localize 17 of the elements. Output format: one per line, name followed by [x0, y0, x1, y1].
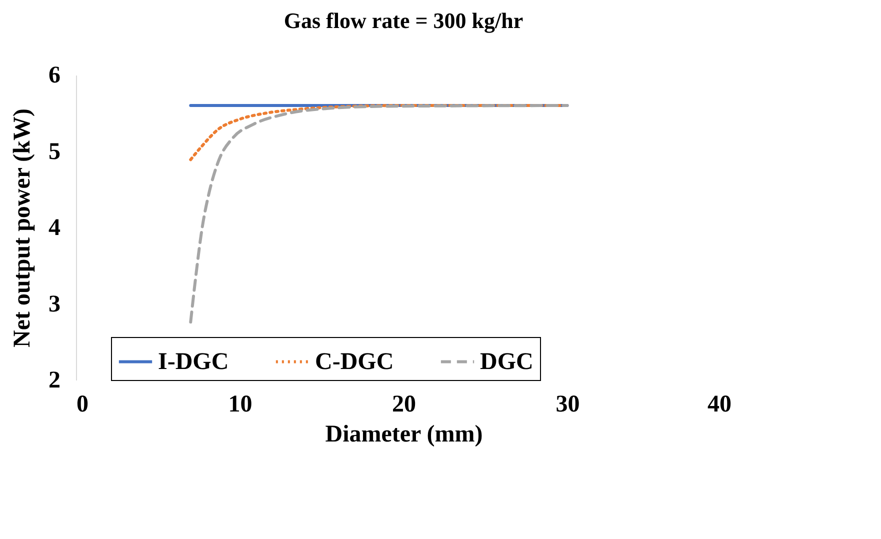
x-tick-label: 40 — [708, 392, 732, 418]
x-tick-label: 30 — [556, 392, 580, 418]
chart-title: Gas flow rate = 300 kg/hr — [284, 8, 524, 33]
legend-label: DGC — [480, 348, 534, 375]
legend-label: I-DGC — [158, 348, 229, 375]
y-tick-label: 3 — [48, 291, 60, 318]
legend-label: C-DGC — [315, 348, 394, 375]
y-tick-label: 6 — [48, 62, 60, 88]
x-tick-label: 10 — [228, 392, 252, 418]
line-series — [189, 104, 569, 324]
y-tick-label: 5 — [48, 138, 60, 165]
y-tick-label: 4 — [48, 215, 60, 241]
x-tick-label: 20 — [392, 392, 416, 418]
x-tick-label: 0 — [76, 392, 88, 418]
x-axis-title: Diameter (mm) — [325, 422, 483, 448]
y-axis-title: Net output power (kW) — [10, 108, 36, 348]
y-tick-label: 2 — [48, 368, 60, 394]
